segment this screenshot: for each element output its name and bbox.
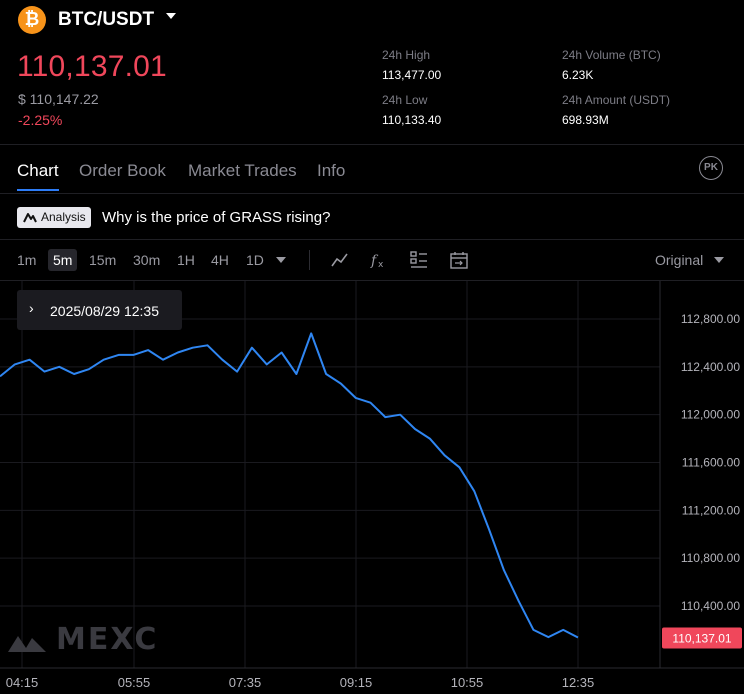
pk-compare-icon[interactable]: PK [699,156,723,180]
timeframe-1h[interactable]: 1H [177,252,195,268]
price-change: -2.25% [18,112,63,128]
mexc-logo-icon [8,636,46,652]
tab-market-trades[interactable]: Market Trades [188,161,297,180]
high-value: 113,477.00 [382,68,442,82]
timeframe-30m[interactable]: 30m [133,252,161,268]
timeframe-15m[interactable]: 15m [89,252,117,268]
volume-label: 24h Volume (BTC) [562,48,661,62]
crosshair-tooltip [17,290,182,330]
pair-selector[interactable]: BTC/USDT [58,9,155,30]
timeframe-1d[interactable]: 1D [246,252,264,268]
analysis-question-link[interactable]: Why is the price of GRASS rising? [102,209,331,226]
bitcoin-icon: ₿ [18,6,46,34]
active-tab-indicator [17,189,59,191]
x-tick-label: 07:35 [229,675,262,690]
y-tick-label: 110,400.00 [681,599,740,613]
calendar-icon[interactable] [449,250,469,270]
chart-mode-select[interactable]: Original [655,252,704,268]
low-value: 110,133.40 [382,113,442,127]
divider [0,193,744,194]
tooltip-datetime: 2025/08/29 12:35 [50,303,159,319]
chevron-down-icon[interactable] [166,13,176,19]
x-tick-label: 12:35 [562,675,595,690]
y-tick-label: 112,000.00 [681,408,740,422]
tab-bar: Chart Order Book Market Trades Info [0,145,744,193]
formula-icon[interactable]: f x [369,250,389,270]
high-label: 24h High [382,48,431,62]
timeframe-more-icon[interactable] [276,257,286,263]
last-price-tag [662,627,742,649]
toolbar-separator [309,250,310,270]
x-tick-label: 10:55 [451,675,484,690]
timeframe-5m[interactable]: 5m [48,249,78,271]
y-tick-label: 112,800.00 [681,312,740,326]
analysis-badge[interactable]: Analysis [17,207,91,228]
y-tick-label: 111,200.00 [682,503,741,517]
tab-info[interactable]: Info [317,161,346,180]
low-label: 24h Low [382,93,428,107]
amount-value: 698.93M [562,113,609,127]
amount-label: 24h Amount (USDT) [562,93,671,107]
y-tick-label: 111,600.00 [682,456,741,470]
line-chart-icon[interactable] [330,250,350,270]
analysis-icon [23,213,37,223]
watermark: MEXC [56,622,159,657]
last-price: 110,137.01 [17,50,167,83]
x-tick-label: 04:15 [6,675,39,690]
x-tick-label: 09:15 [340,675,373,690]
volume-value: 6.23K [562,68,594,82]
y-tick-label: 110,800.00 [681,551,740,565]
timeframe-4h[interactable]: 4H [211,252,229,268]
tab-chart[interactable]: Chart [17,161,59,180]
y-tick-label: 112,400.00 [681,360,740,374]
analysis-label: Analysis [41,210,86,224]
divider [0,239,744,240]
price-line [0,332,579,639]
divider [0,144,744,145]
chevron-down-icon[interactable] [714,257,724,263]
chevron-right-icon[interactable]: › [29,300,34,316]
svg-text:x: x [378,260,384,270]
tab-order-book[interactable]: Order Book [79,161,166,180]
layout-icon[interactable] [409,250,429,270]
divider [0,280,744,281]
ticker-header: ₿ BTC/USDT 110,137.01 $ 110,147.22 -2.25… [0,0,744,144]
x-tick-label: 05:55 [118,675,151,690]
usd-price: $ 110,147.22 [18,91,99,107]
last-price-tag-label: 110,137.01 [672,631,731,645]
svg-text:f: f [370,253,379,269]
timeframe-1m[interactable]: 1m [17,252,37,268]
